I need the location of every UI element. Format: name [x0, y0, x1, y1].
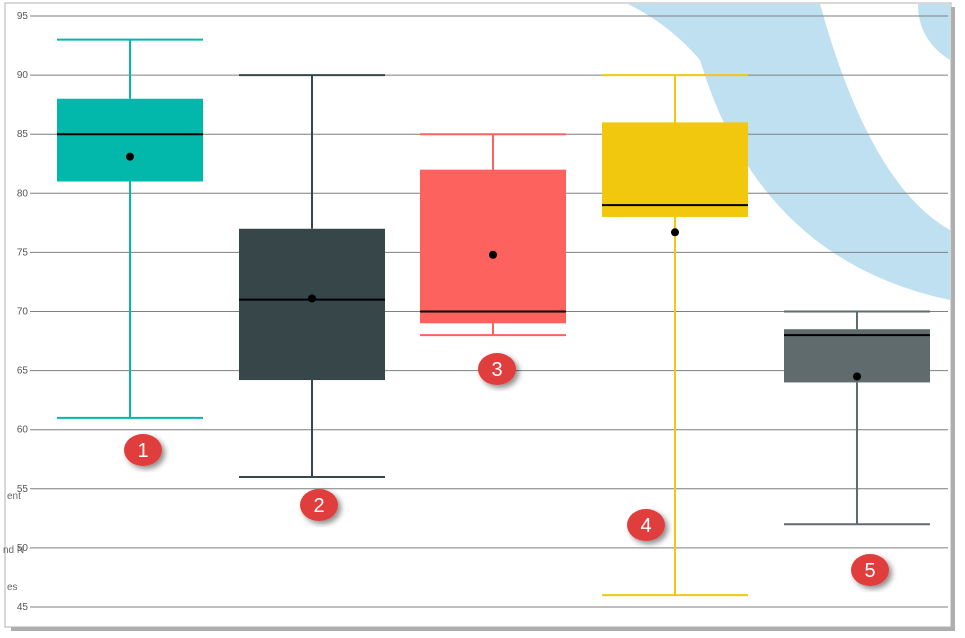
mean-dot	[126, 152, 134, 161]
y-tick-label: 80	[17, 188, 29, 199]
background-corner-shape	[918, 4, 950, 60]
badge-2: 2	[300, 489, 338, 521]
y-tick-label: 95	[17, 11, 29, 22]
background-arc-shape	[628, 4, 950, 300]
box-series-4	[602, 74, 748, 597]
badge-number: 5	[864, 560, 875, 582]
badge-1: 1	[124, 434, 162, 466]
badge-number: 1	[137, 440, 148, 462]
y-tick-label: 65	[17, 366, 29, 377]
y-tick-label: 90	[17, 70, 29, 81]
badge-number: 3	[491, 359, 502, 381]
clipped-label-3: es	[7, 582, 18, 593]
badge-4: 4	[627, 509, 665, 541]
iqr-box	[57, 98, 203, 182]
mean-dot	[671, 228, 679, 237]
box-series-2	[239, 74, 385, 478]
badge-number: 4	[640, 515, 651, 537]
y-tick-label: 50	[17, 543, 29, 554]
badge-circle	[478, 353, 516, 385]
y-axis-ticks: 45 50 55 60 65 70 75 80 85 90 95	[17, 11, 29, 613]
mean-dot	[308, 294, 316, 303]
badge-circle	[627, 509, 665, 541]
y-tick-label: 55	[17, 484, 29, 495]
y-tick-label: 45	[17, 602, 29, 613]
iqr-box	[602, 122, 748, 217]
box-layer	[57, 38, 930, 597]
clipped-label-2: nd N	[3, 545, 24, 556]
background-decoration	[628, 4, 950, 300]
badge-circle	[124, 434, 162, 466]
clipped-label-1: ent	[7, 491, 21, 502]
iqr-box	[239, 228, 385, 381]
badge-circle	[300, 489, 338, 521]
y-tick-label: 70	[17, 307, 29, 318]
badge-5: 5	[851, 554, 889, 586]
badge-number: 2	[313, 495, 324, 517]
badge-circle	[851, 554, 889, 586]
y-tick-label: 60	[17, 425, 29, 436]
mean-dot	[489, 250, 497, 259]
mean-dot	[853, 372, 861, 381]
box-series-1	[57, 38, 203, 419]
box-series-5	[784, 310, 930, 526]
box-series-3	[420, 133, 566, 337]
y-tick-label: 85	[17, 129, 29, 140]
iqr-box	[420, 169, 566, 324]
badge-3: 3	[478, 353, 516, 385]
y-tick-label: 75	[17, 247, 29, 258]
badge-layer: 1 2 3 4 5	[124, 353, 889, 586]
